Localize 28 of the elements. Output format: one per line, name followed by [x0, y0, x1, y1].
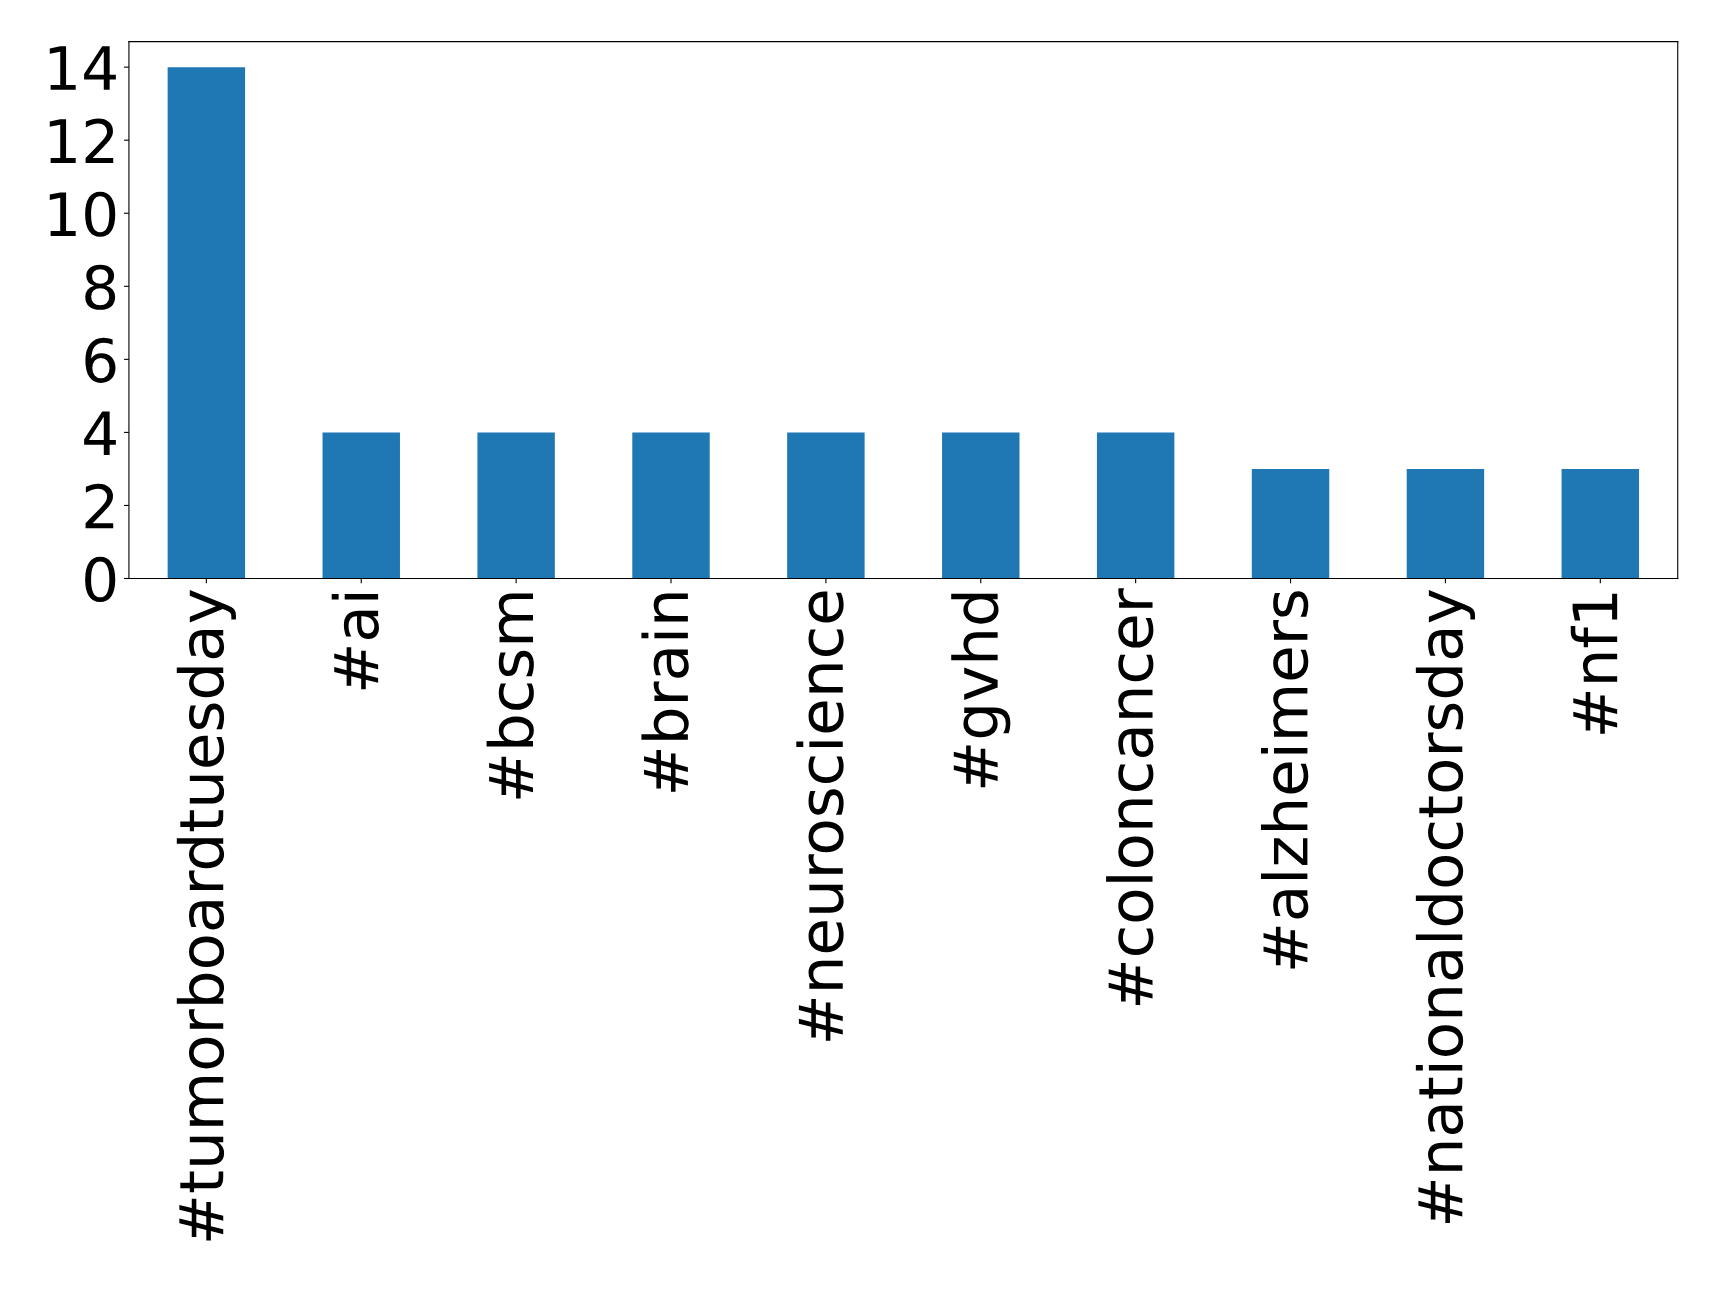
y-tick-label: 14	[49, 46, 116, 90]
x-tick-label: #neuroscience	[796, 591, 844, 1041]
x-tick-label: #brain	[641, 593, 689, 792]
bar	[1561, 468, 1640, 579]
bar	[1251, 468, 1330, 579]
bar	[1096, 432, 1175, 579]
x-tick-label: #gvhd	[951, 593, 1011, 788]
bar	[167, 67, 246, 579]
x-tick-label: #coloncancer	[1106, 588, 1154, 1005]
bar	[322, 432, 400, 579]
x-tick-label: #tumorboardtuesday	[176, 590, 236, 1241]
bar	[942, 432, 1020, 579]
x-tick-label: #nationaldoctorsday	[1415, 590, 1475, 1223]
y-tick-label: 10	[49, 191, 116, 237]
x-tick-label: #nf1	[1570, 593, 1618, 734]
y-tick-label: 0	[85, 556, 116, 603]
y-tick-label: 6	[85, 337, 116, 383]
y-tick-label: 12	[49, 118, 114, 163]
y-tick-label: 2	[85, 483, 114, 529]
bar	[787, 432, 865, 579]
x-tick-label: #alzheimers	[1260, 591, 1309, 969]
bar	[1406, 468, 1485, 579]
y-tick-label: 8	[85, 264, 116, 310]
bar	[632, 432, 710, 579]
y-tick-label: 4	[84, 411, 116, 456]
bar	[477, 432, 555, 579]
x-tick-label: #ai	[331, 593, 379, 690]
x-tick-label: #bcsm	[486, 593, 534, 799]
